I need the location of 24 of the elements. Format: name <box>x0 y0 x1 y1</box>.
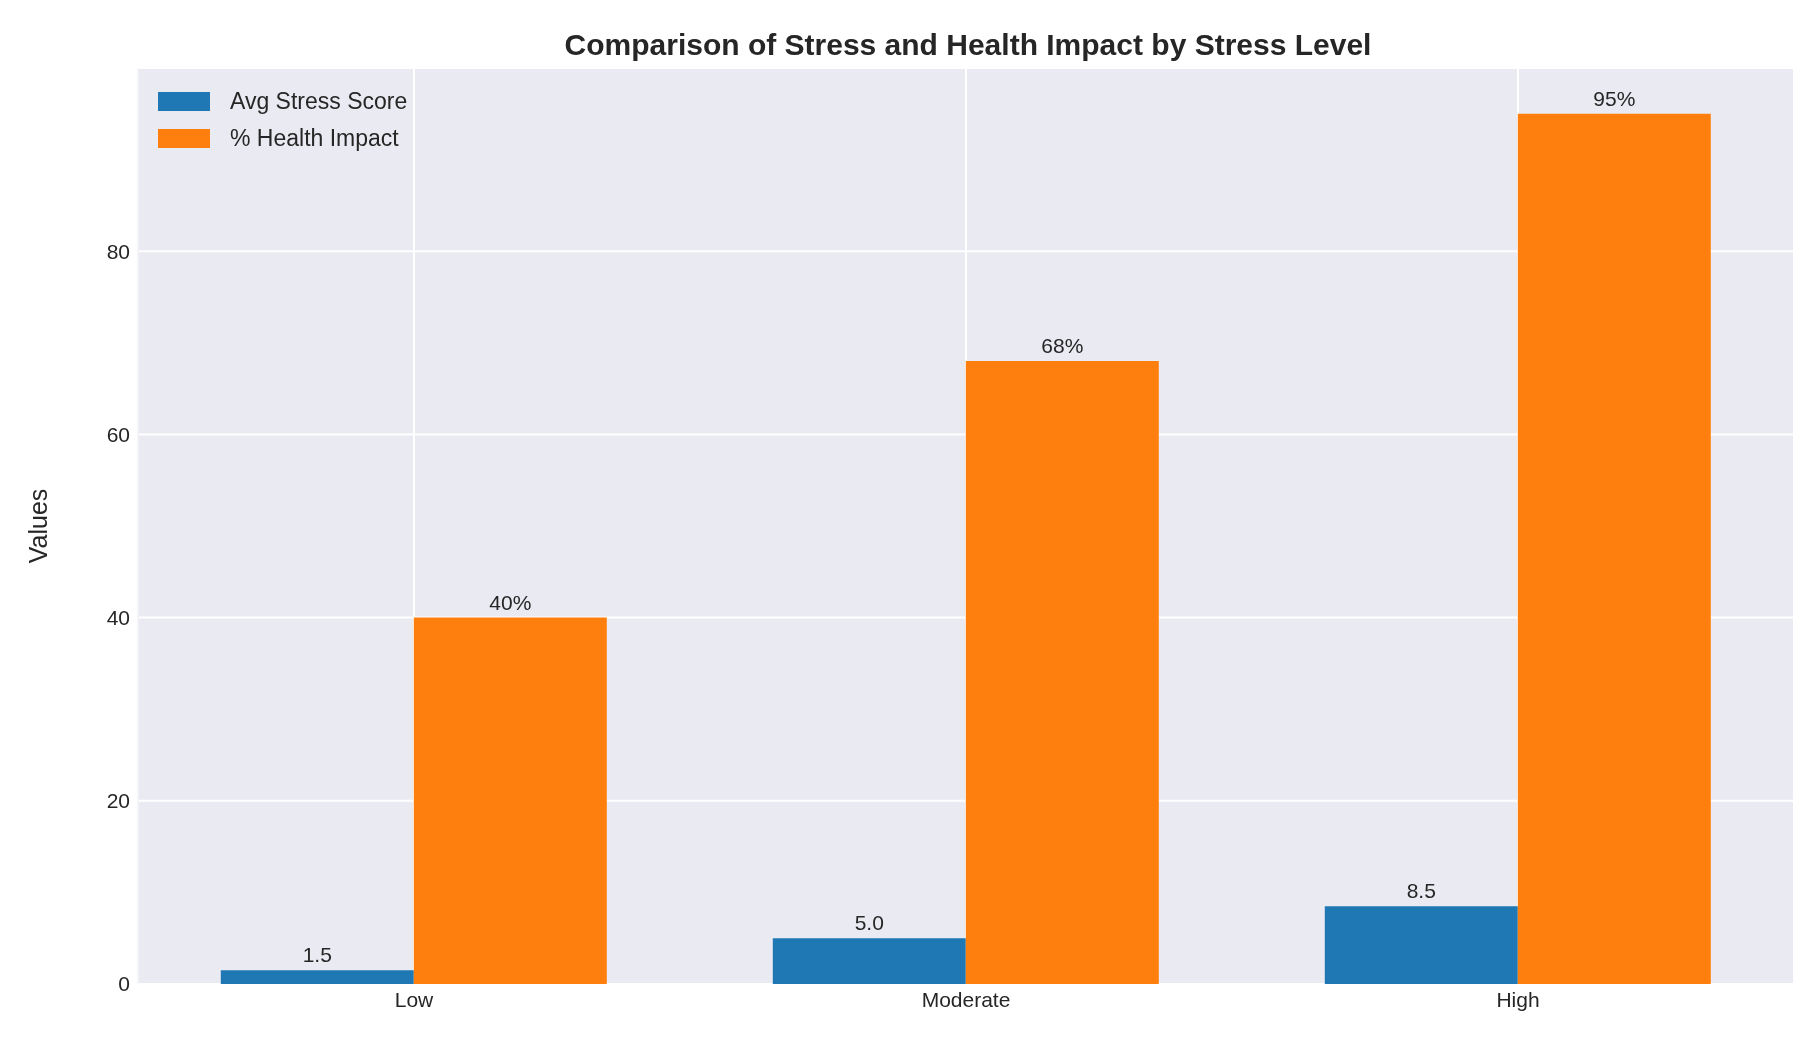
x-tick-label: Low <box>394 987 435 1011</box>
data-label: 8.5 <box>1406 879 1436 903</box>
data-label: 68% <box>1041 334 1084 358</box>
legend-label: Avg Stress Score <box>230 88 408 115</box>
bar <box>1517 113 1711 984</box>
y-tick-label: 40 <box>106 606 130 630</box>
bar <box>220 970 414 984</box>
y-tick-label: 0 <box>118 972 130 996</box>
data-label: 5.0 <box>854 911 884 935</box>
chart-title: Comparison of Stress and Health Impact by Stress Level <box>563 28 1373 62</box>
bar <box>1324 906 1518 984</box>
data-label: 1.5 <box>302 943 332 967</box>
x-tick-label: High <box>1496 987 1540 1011</box>
data-label: 40% <box>489 590 532 614</box>
y-tick-label: 80 <box>106 239 130 263</box>
bar <box>965 361 1159 984</box>
data-label: 95% <box>1593 86 1636 110</box>
y-tick-label: 60 <box>106 422 130 446</box>
y-axis-title: Values <box>23 488 52 564</box>
bar <box>772 938 966 984</box>
legend-label: % Health Impact <box>230 125 399 152</box>
x-tick-label: Moderate <box>921 987 1011 1011</box>
bar <box>413 617 607 984</box>
y-tick-label: 20 <box>106 789 130 813</box>
